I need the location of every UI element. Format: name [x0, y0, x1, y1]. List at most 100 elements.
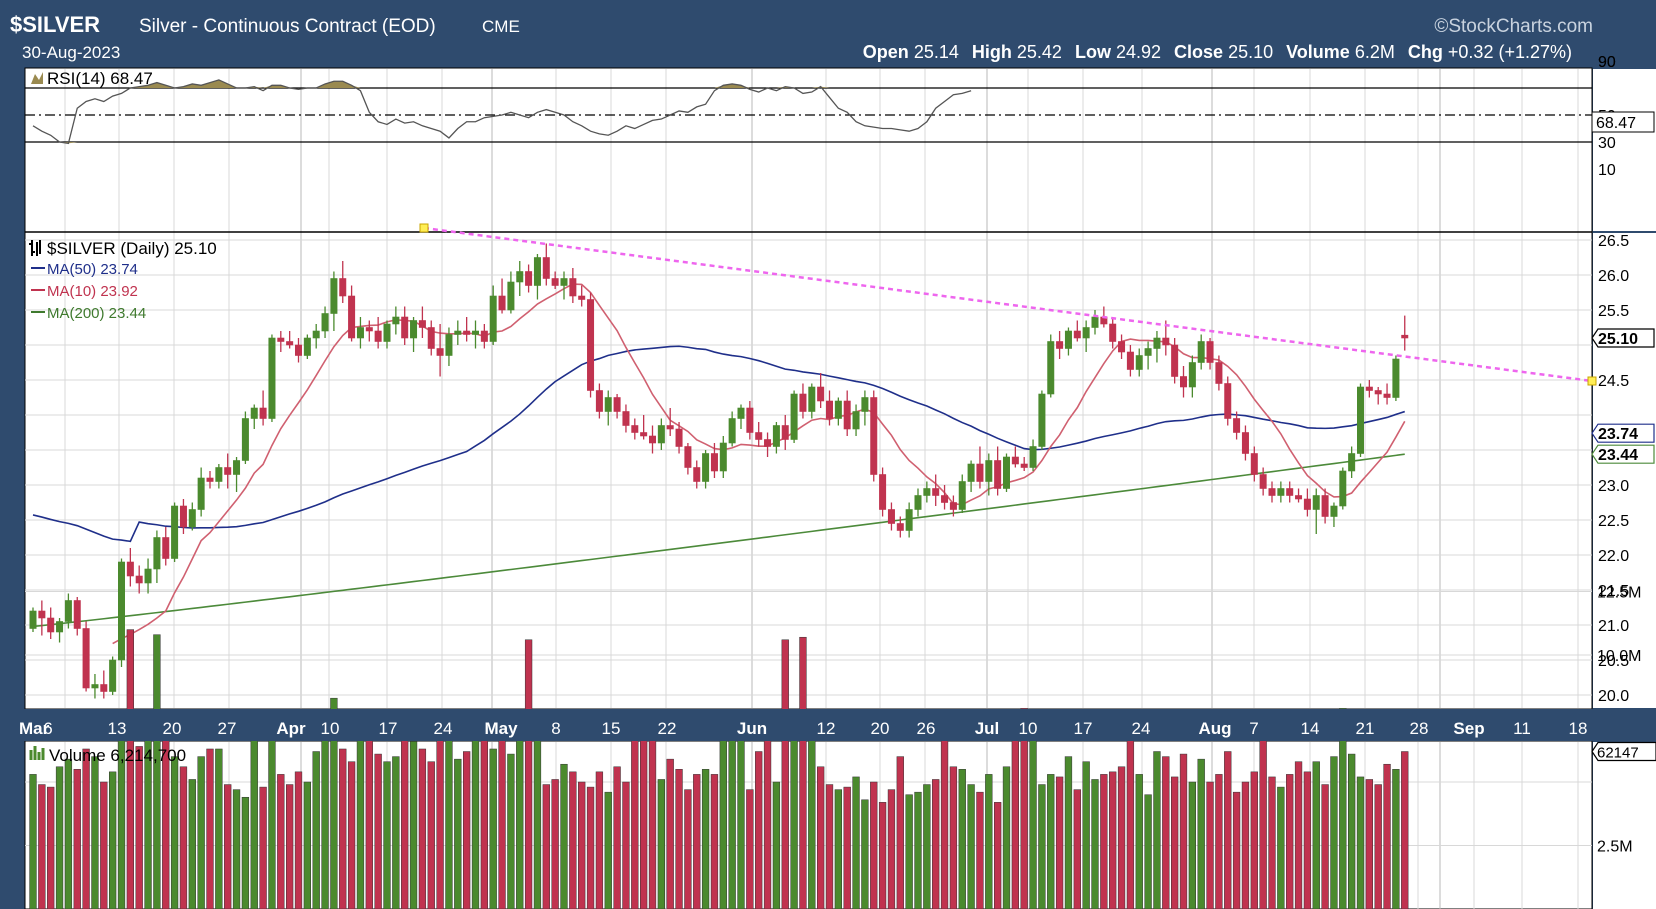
volume-tick-label: 12.5M [1597, 585, 1641, 602]
volume-bar [896, 756, 904, 909]
price-tick-label: 25.5 [1598, 303, 1629, 320]
high-value: 25.42 [1017, 42, 1062, 62]
low-label: Low [1075, 42, 1112, 62]
volume-bar [1073, 789, 1081, 909]
volume-bar [843, 786, 851, 909]
candle-up [1038, 393, 1046, 447]
price-tick-label: 20.0 [1598, 688, 1629, 705]
volume-bar [949, 766, 958, 909]
volume-bar [38, 784, 46, 909]
rsi-axis-bg [1593, 69, 1656, 231]
candle-up [852, 411, 860, 430]
volume-bar [569, 771, 577, 909]
volume-bar [277, 774, 285, 909]
volume-bar [578, 781, 586, 909]
candle-down [887, 509, 895, 524]
price-legend-text: $SILVER (Daily) 25.10 [47, 239, 217, 258]
symbol-title: $SILVER [10, 12, 100, 37]
x-axis-label: 17 [379, 719, 398, 738]
volume-bar [268, 736, 276, 909]
volume-bar [64, 758, 73, 909]
volume-bar [1091, 779, 1099, 909]
volume-bar [507, 753, 515, 909]
volume-bar [1038, 784, 1046, 909]
candle-down [595, 390, 603, 412]
candle-up [1277, 488, 1285, 496]
candle-up [1188, 362, 1196, 388]
volume-bar [551, 779, 559, 909]
volume-label: Volume [1286, 42, 1350, 62]
volume-bar [1241, 781, 1250, 909]
symbol-description: Silver - Continuous Contract (EOD) [139, 16, 436, 37]
candle-down [622, 411, 630, 426]
price-tick-label: 24.5 [1598, 373, 1629, 390]
candle-down [38, 610, 46, 619]
x-axis-label: 28 [1410, 719, 1429, 738]
x-axis-label: Aug [1198, 719, 1231, 738]
candle-down [1126, 351, 1134, 370]
candle-up [985, 460, 993, 482]
volume-bar [940, 723, 949, 909]
volume-bar [622, 781, 630, 909]
volume-bar [1029, 738, 1037, 909]
volume-bar [710, 774, 719, 909]
volume-bar [250, 733, 258, 909]
volume-bar [215, 748, 223, 909]
volume-bar [1135, 774, 1143, 909]
volume-bar [1100, 774, 1108, 909]
volume-bar [1082, 761, 1090, 909]
volume-bar [356, 730, 365, 909]
price-tick-label: 23.0 [1598, 478, 1629, 495]
ma50-line [32, 345, 1405, 543]
candle-up [1330, 505, 1338, 517]
price-legend: $SILVER (Daily) 25.10 MA(50) 23.74 MA(10… [29, 239, 217, 322]
volume-bar [383, 761, 391, 909]
candle-up [91, 684, 99, 689]
rsi-legend-icon [31, 72, 43, 84]
stockcharts-brand: ©StockCharts.com [1434, 16, 1593, 37]
candle-up [507, 281, 515, 311]
volume-bar [887, 789, 896, 909]
volume-bar [312, 751, 320, 909]
candle-down [179, 505, 187, 528]
candle-down [675, 428, 683, 447]
candle-down [569, 278, 577, 297]
candle-down [781, 425, 789, 440]
volume-bar [870, 781, 878, 909]
ma200-value-tag-box [1591, 444, 1655, 464]
volume-bar [994, 802, 1002, 909]
candle-down [525, 271, 533, 286]
price-legend-icon [29, 240, 41, 256]
candle-down [976, 463, 984, 482]
volume-bar [480, 728, 489, 909]
candle-down [1250, 453, 1258, 475]
candle-up [1144, 348, 1152, 356]
volume-bar [914, 791, 922, 909]
volume-bar [1109, 771, 1117, 909]
candle-down [436, 348, 444, 356]
volume-value: 6.2M [1355, 42, 1395, 62]
x-axis-label: 22 [658, 719, 677, 738]
volume-bar [958, 769, 966, 909]
volume-bar [153, 634, 161, 909]
candle-down [1118, 341, 1126, 353]
ma10-legend-text: MA(10) 23.92 [47, 283, 138, 300]
candle-down [348, 295, 356, 339]
candle-down [100, 684, 108, 692]
chg-value: +0.32 (+1.27%) [1448, 42, 1572, 62]
candle-up [1047, 341, 1055, 395]
candle-up [489, 295, 497, 342]
volume-bar [82, 748, 90, 909]
candle-down [1321, 495, 1329, 517]
candle-up [728, 418, 736, 444]
candle-down [994, 460, 1002, 489]
volume-bar [852, 776, 860, 909]
candle-down [162, 537, 170, 559]
volume-bar [365, 725, 373, 909]
ma50-value-tag-box [1591, 423, 1655, 443]
volume-bar [790, 725, 798, 909]
x-axis-label: Apr [276, 719, 306, 738]
